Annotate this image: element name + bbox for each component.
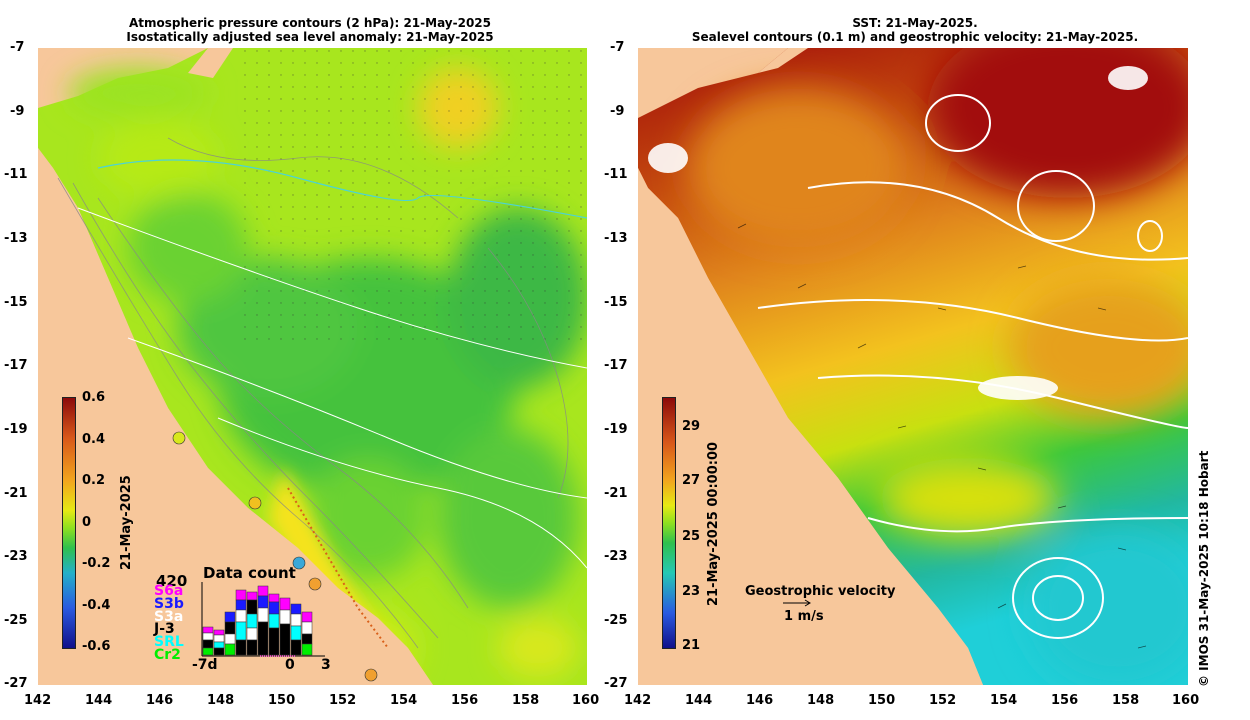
velocity-legend-scale: 1 m/s: [784, 609, 824, 624]
lon-label: 158: [512, 693, 540, 708]
data-count-xlabel-zero: 0: [285, 657, 295, 673]
lon-label: 148: [207, 693, 235, 708]
sst-colorbar-label: 25: [682, 529, 701, 544]
lat-label: -21: [4, 486, 28, 501]
sst-map: [638, 48, 1188, 685]
sla-colorbar-label: -0.2: [82, 556, 111, 571]
coastline: [38, 148, 433, 685]
sst-colorbar-label: 21: [682, 638, 701, 653]
sla-colorbar-label: -0.4: [82, 598, 111, 613]
left-map-panel: [38, 48, 587, 685]
lon-label: 144: [85, 693, 113, 708]
lat-label: -17: [4, 358, 28, 373]
lat-label: -7: [610, 40, 625, 55]
lon-label: 160: [1172, 693, 1200, 708]
sat-j3: J-3: [154, 621, 175, 637]
right-title-line2: Sealevel contours (0.1 m) and geostrophi…: [691, 30, 1139, 44]
data-count-xlabel-end: 3: [321, 657, 331, 673]
sst-date-label: 21-May-2025 00:00:00: [706, 441, 721, 606]
lon-label: 160: [572, 693, 600, 708]
lon-label: 148: [807, 693, 835, 708]
lat-label: -27: [4, 676, 28, 691]
lon-label: 158: [1112, 693, 1140, 708]
imos-credit: © IMOS 31-May-2025 10:18 Hobart: [1197, 450, 1211, 687]
lat-label: -23: [604, 549, 628, 564]
lat-label: -9: [10, 104, 25, 119]
lon-label: 152: [929, 693, 957, 708]
sla-colorbar-label: 0.4: [82, 432, 106, 447]
lon-label: 142: [24, 693, 52, 708]
sst-colorbar-label: 27: [682, 473, 701, 488]
right-map-panel: [638, 48, 1188, 685]
lat-label: -11: [604, 167, 628, 182]
sla-date-label: 21-May-2025: [119, 475, 134, 570]
data-count-inset: 420 Data count S6a S3b S3a J-3 SRL Cr2 -…: [150, 566, 340, 676]
left-title-line2: Isostatically adjusted sea level anomaly…: [126, 30, 494, 44]
lat-label: -23: [4, 549, 28, 564]
lat-label: -19: [4, 422, 28, 437]
right-title: SST: 21-May-2025. Sealevel contours (0.1…: [640, 16, 1190, 44]
sat-s6a: S6a: [154, 583, 184, 599]
lat-label: -15: [4, 295, 28, 310]
sea-level-anomaly-map: [38, 48, 587, 685]
lon-label: 144: [685, 693, 713, 708]
lat-label: -13: [4, 231, 28, 246]
lon-label: 150: [268, 693, 296, 708]
sla-colorbar: [62, 397, 76, 649]
lon-label: 156: [1051, 693, 1079, 708]
data-count-histogram: [201, 582, 325, 657]
sst-colorbar-label: 29: [682, 419, 701, 434]
lat-label: -19: [604, 422, 628, 437]
sla-colorbar-label: 0.2: [82, 473, 106, 488]
velocity-legend-title: Geostrophic velocity: [745, 584, 896, 599]
data-count-title: Data count: [203, 564, 296, 582]
sat-cr2: Cr2: [154, 647, 181, 663]
data-count-xlabel-start: -7d: [192, 657, 218, 673]
lon-label: 146: [146, 693, 174, 708]
lon-label: 154: [390, 693, 418, 708]
lat-label: -7: [10, 40, 25, 55]
sat-s3a: S3a: [154, 609, 184, 625]
lon-label: 142: [624, 693, 652, 708]
sla-colorbar-label: -0.6: [82, 639, 111, 654]
lat-label: -9: [610, 104, 625, 119]
lat-label: -13: [604, 231, 628, 246]
right-title-line1: SST: 21-May-2025.: [852, 16, 978, 30]
lat-label: -27: [604, 676, 628, 691]
left-title: Atmospheric pressure contours (2 hPa): 2…: [60, 16, 560, 44]
sst-colorbar-label: 23: [682, 584, 701, 599]
lon-label: 146: [746, 693, 774, 708]
sst-colorbar: [662, 397, 676, 649]
sat-s3b: S3b: [154, 596, 184, 612]
lon-label: 156: [451, 693, 479, 708]
sat-srl: SRL: [154, 634, 184, 650]
lat-label: -17: [604, 358, 628, 373]
lat-label: -11: [4, 167, 28, 182]
lat-label: -15: [604, 295, 628, 310]
lon-label: 150: [868, 693, 896, 708]
left-title-line1: Atmospheric pressure contours (2 hPa): 2…: [128, 16, 491, 30]
lat-label: -21: [604, 486, 628, 501]
sla-colorbar-label: 0: [82, 515, 92, 530]
lat-label: -25: [604, 613, 628, 628]
velocity-arrow-icon: [783, 599, 811, 607]
lon-label: 154: [990, 693, 1018, 708]
sla-colorbar-label: 0.6: [82, 390, 106, 405]
lon-label: 152: [329, 693, 357, 708]
lat-label: -25: [4, 613, 28, 628]
data-count-max: 420: [156, 572, 188, 590]
